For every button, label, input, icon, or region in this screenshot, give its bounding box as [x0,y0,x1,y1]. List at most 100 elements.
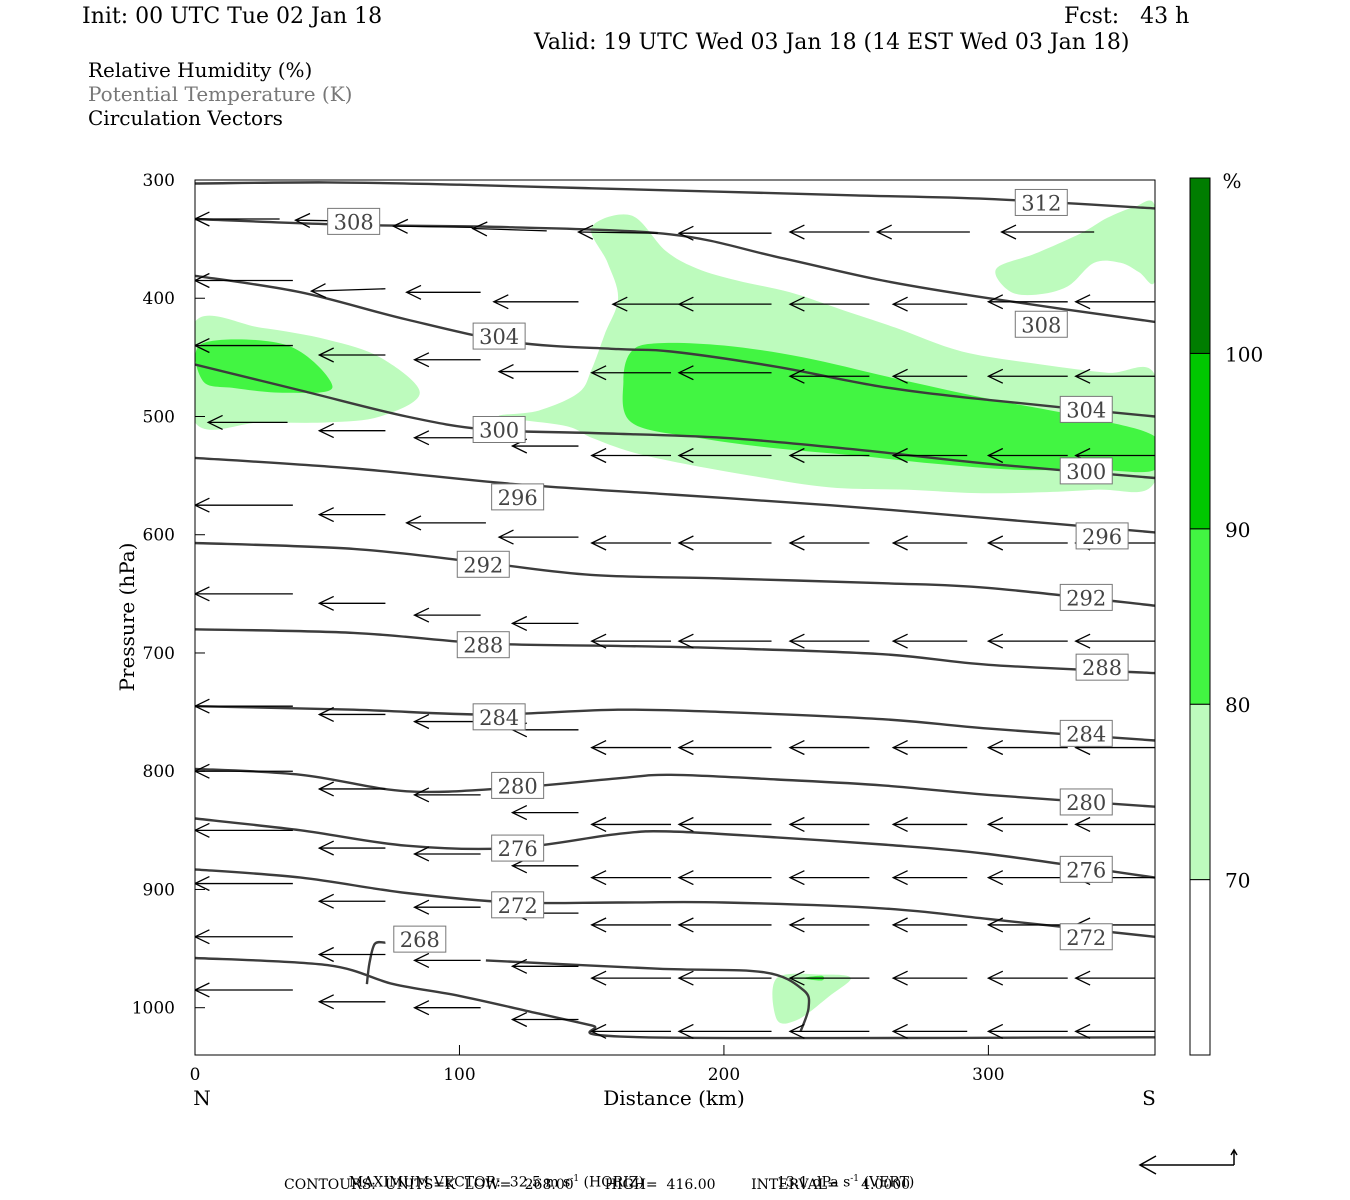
vector-head [206,414,223,430]
footer-max-vector-vert: 13.1 dPa s-1 (VERT) [776,1174,915,1191]
theta-label-304-2-1: 304 [1066,398,1106,422]
x-tick-label-100: 100 [443,1065,475,1085]
circulation-vector [317,781,386,797]
theta-label-box-292-5-1 [1059,583,1113,611]
circulation-vector [788,816,870,832]
circulation-vector [986,633,1068,649]
vector-head [677,816,694,832]
circulation-vector [391,218,473,234]
theta-label-308-1-0: 308 [334,210,374,234]
circulation-vector [891,1023,968,1039]
theta-label-box-284-7-1 [1059,719,1113,747]
vector-head [413,1000,430,1016]
circulation-vector [891,970,968,986]
vector-head [891,740,908,756]
vector-head [677,917,694,933]
vector-head [986,447,1004,464]
theta-label-box-272-10-0 [491,891,545,919]
circulation-vector [590,816,672,832]
circulation-vector [891,633,968,649]
circulation-vector [317,423,386,439]
theta-contours [195,181,1155,1040]
circulation-vector [677,535,772,551]
vector-head [195,929,210,945]
theta-label-box-276-9-1 [1059,855,1113,883]
vector-head [788,447,805,464]
vector-head [413,787,430,803]
circulation-vector [986,816,1068,832]
x-axis-label: Distance (km) [603,1086,745,1110]
circulation-vector [413,787,481,803]
circulation-vector [413,952,481,968]
circulation-vector [195,763,293,779]
vector-head [510,615,528,631]
vector-head [788,535,805,551]
theta-label-box-308-1-0 [327,207,381,235]
rh-region-70-80-3 [772,973,851,1024]
vector-head [413,352,430,368]
circulation-vector [195,497,293,513]
vector-head [986,816,1004,832]
vector-head [1074,1023,1091,1039]
theta-label-box-272-10-1 [1059,923,1113,951]
vector-head [986,633,1004,649]
vector-head [195,211,210,227]
theta-contour-304-2 [195,274,1155,418]
vector-head [413,899,430,915]
circulation-vector [677,816,772,832]
legend-vectors: Circulation Vectors [88,106,283,130]
vector-head [590,740,607,756]
theta-label-296-4-0: 296 [498,486,538,510]
vector-head [677,535,694,551]
vector-head [195,338,210,354]
vector-head [492,294,509,310]
vector-head [891,633,908,649]
circulation-vector [986,970,1068,986]
circulation-vector [788,917,870,933]
circulation-vector [590,1023,672,1039]
theta-label-box-304-2-1 [1059,395,1113,423]
circulation-vector [590,740,672,756]
colorbar-label-80: 80 [1225,693,1250,717]
circulation-vector [1000,224,1095,240]
vector-head [677,225,694,241]
vector-head [195,876,210,892]
circulation-vector [788,633,870,649]
vector-head [413,430,430,446]
vector-head [788,917,805,933]
theta-label-box-304-2-0 [472,322,526,350]
y-tick-label-1000: 1000 [132,999,175,1019]
circulation-vector [590,870,672,886]
vector-head [1074,294,1091,310]
circulation-vector [986,368,1068,384]
circulation-vector [195,211,280,227]
circulation-vector [195,586,293,602]
theta-label-312-0-0: 312 [1021,191,1061,215]
vector-head [1074,368,1091,384]
theta-label-box-308-1-1 [1014,310,1068,338]
vector-head [875,224,892,240]
circulation-vector [195,982,293,998]
vector-head [788,224,805,240]
vector-head [788,368,805,384]
forecast-hour: Fcst: 43 h [1064,4,1190,29]
circulation-vector [590,633,672,649]
vector-shaft [311,288,386,292]
theta-label-284-7-0: 284 [479,706,519,730]
circulation-vector [317,706,386,722]
theta-label-308-1-1: 308 [1021,313,1061,337]
vector-head [510,958,528,974]
vector-head [986,294,1004,310]
circulation-vector [986,447,1068,464]
circulation-vector [986,740,1068,756]
vector-shaft [578,231,658,234]
circulation-vector [788,970,870,986]
vector-head [1074,970,1091,986]
circulation-vector [1074,816,1155,832]
rh-colorbar: 70 80 90 100 [1189,177,1263,1056]
colorbar-segment-0 [1189,879,1211,1056]
vector-head [317,946,334,963]
vector-head [317,840,334,856]
valid-time: Valid: 19 UTC Wed 03 Jan 18 (14 EST Wed … [534,30,1130,55]
vector-head [309,283,327,299]
